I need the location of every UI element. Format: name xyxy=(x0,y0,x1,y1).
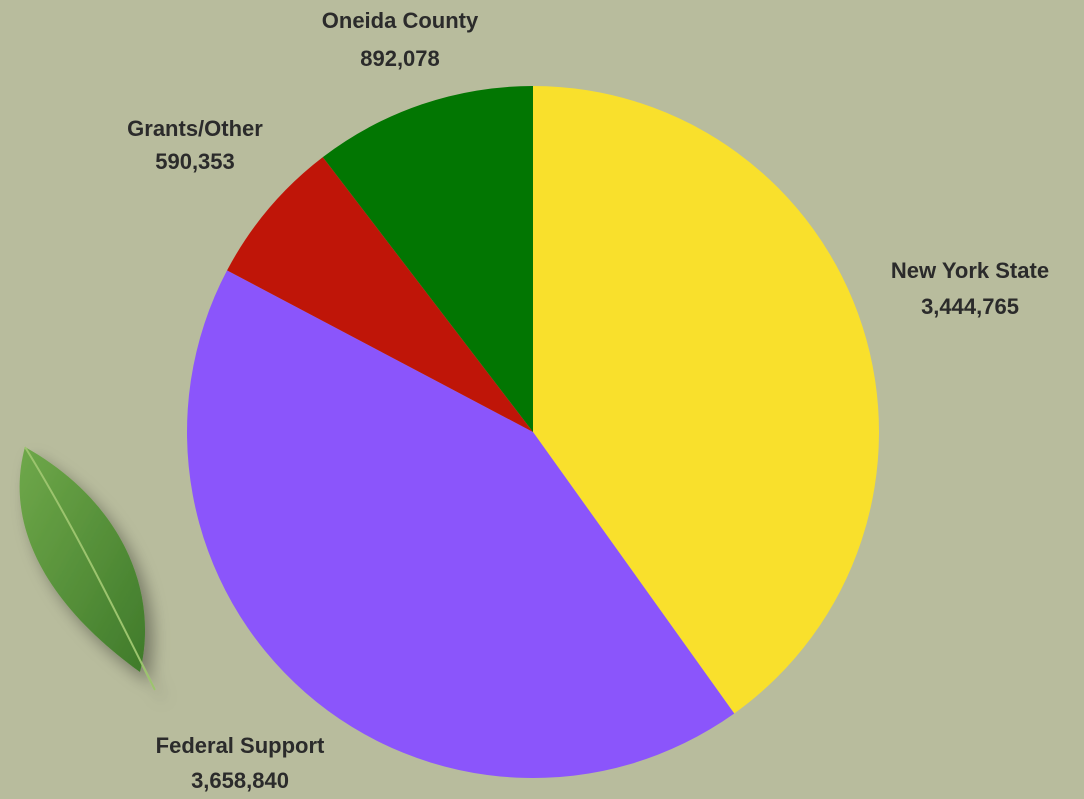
pie-slice xyxy=(322,86,533,432)
slice-value-label: 590,353 xyxy=(155,149,235,174)
leaf-vein xyxy=(24,446,156,691)
slice-label: New York State xyxy=(891,258,1049,283)
leaf-decoration xyxy=(19,446,156,691)
slice-label: Federal Support xyxy=(156,733,325,758)
pie-slice xyxy=(533,86,879,714)
pie-slice xyxy=(186,270,735,778)
leaf xyxy=(19,447,146,672)
pie xyxy=(186,86,879,778)
slice-label: Oneida County xyxy=(322,8,479,33)
slice-value-label: 892,078 xyxy=(360,46,440,71)
pie-slice xyxy=(227,157,533,432)
slice-value-label: 3,658,840 xyxy=(191,768,289,793)
slice-value-label: 3,444,765 xyxy=(921,294,1019,319)
slice-label: Grants/Other xyxy=(127,116,263,141)
